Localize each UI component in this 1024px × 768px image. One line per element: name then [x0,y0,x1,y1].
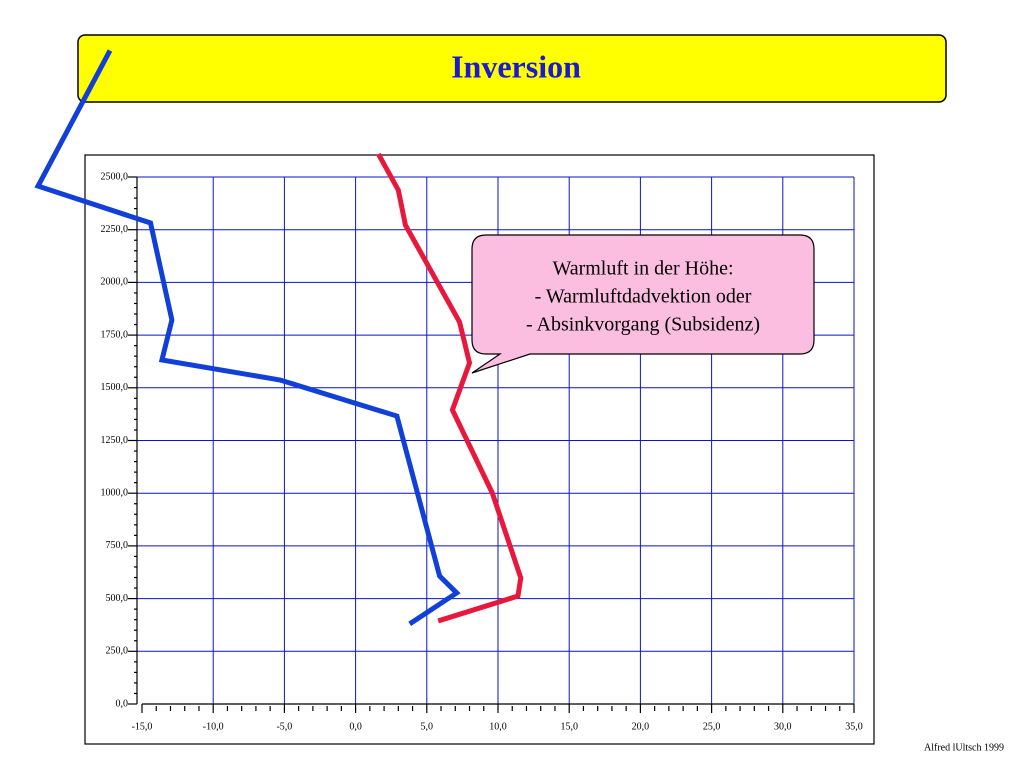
x-tick-label: 30,0 [774,721,792,732]
y-tick-label: 1000,0 [101,487,129,498]
annotation: Warmluft in der Höhe: [552,258,733,280]
x-tick-label: 5,0 [421,721,434,732]
y-tick-label: 0,0 [116,698,129,709]
annotation: - Warmluftdadvektion oder [535,286,752,308]
x-tick-label: 25,0 [703,721,721,732]
footer: Alfred lUltsch 1999 [924,742,1004,753]
y-tick-label: 2500,0 [101,171,129,182]
callout: Warmluft in der Höhe: - Warmluftdadvekti… [471,234,815,374]
x-tick-label: -10,0 [203,721,224,732]
axes: -15,0 -10,0 -5,0 0,0 5,0 10,0 15,0 20,0 25,0 30,0… [101,171,863,732]
x-tick-label: -5,0 [276,721,292,732]
y-tick-label: 750,0 [106,540,129,551]
y-tick-label: 250,0 [106,646,129,657]
y-tick-label: 1750,0 [101,329,129,340]
annotation: - Absinkvorgang (Subsidenz) [526,314,760,336]
y-tick-label: 1500,0 [101,382,129,393]
x-tick-label: 10,0 [489,721,507,732]
profile-line [376,152,524,624]
x-tick-label: 15,0 [560,721,578,732]
title-box [77,34,947,103]
y-tick-label: 2250,0 [101,224,129,235]
callout-box [471,234,815,374]
lines [34,49,524,626]
y-tick-label: 2000,0 [101,277,129,288]
y-tick-label: 500,0 [106,593,129,604]
x-tick-label: 20,0 [632,721,650,732]
y-tick-label: 1250,0 [101,435,129,446]
plot-frame [84,154,875,745]
profile-line [34,49,461,626]
chart-title: Inversion [451,48,581,84]
x-tick-label: 0,0 [349,721,362,732]
x-tick-label: 35,0 [845,721,863,732]
x-tick-label: -15,0 [132,721,153,732]
